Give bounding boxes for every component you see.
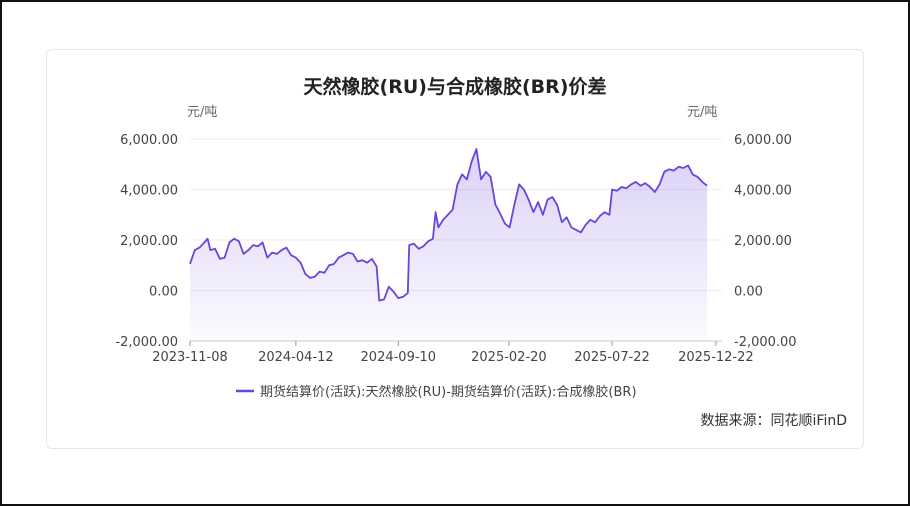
x-tick-label: 2023-11-08 bbox=[152, 350, 228, 365]
y-tick-label-right: 2,000.00 bbox=[734, 234, 792, 249]
chart-plot: 元/吨 元/吨 -2,000.00 0.00 2,000.00 4,000.00 6,0… bbox=[115, 105, 797, 400]
y-tick-label-left: 2,000.00 bbox=[120, 234, 178, 249]
x-tick-label: 2025-07-22 bbox=[574, 350, 650, 365]
y-tick-label-left: 6,000.00 bbox=[120, 133, 178, 148]
y-tick-label-left: 4,000.00 bbox=[120, 184, 178, 199]
x-tick-label: 2025-12-22 bbox=[678, 350, 754, 365]
x-tick-label: 2024-04-12 bbox=[258, 350, 334, 365]
chart-title: 天然橡胶(RU)与合成橡胶(BR)价差 bbox=[303, 76, 607, 98]
y-unit-right: 元/吨 bbox=[687, 105, 717, 120]
source-label: 数据来源：同花顺iFinD bbox=[700, 413, 847, 429]
y-tick-label-right: 0.00 bbox=[734, 285, 763, 300]
y-tick-label-right: 4,000.00 bbox=[734, 184, 792, 199]
legend-label: 期货结算价(活跃):天然橡胶(RU)-期货结算价(活跃):合成橡胶(BR) bbox=[260, 384, 637, 400]
x-tick-label: 2025-02-20 bbox=[471, 350, 547, 365]
chart-card: 天然橡胶(RU)与合成橡胶(BR)价差 元/吨 元/吨 -2,000.00 0.0… bbox=[46, 49, 864, 449]
x-axis: 2023-11-08 2024-04-12 2024-09-10 2025-02-20… bbox=[152, 341, 754, 365]
legend[interactable]: 期货结算价(活跃):天然橡胶(RU)-期货结算价(活跃):合成橡胶(BR) bbox=[236, 384, 637, 400]
y-axis-left: -2,000.00 0.00 2,000.00 4,000.00 6,000.00 bbox=[115, 133, 178, 350]
y-tick-label-right: 6,000.00 bbox=[734, 133, 792, 148]
x-tick-label: 2024-09-10 bbox=[361, 350, 437, 365]
y-axis-right: -2,000.00 0.00 2,000.00 4,000.00 6,000.00 bbox=[734, 133, 797, 350]
y-unit-left: 元/吨 bbox=[187, 105, 217, 120]
series-area-fill bbox=[190, 149, 708, 341]
series-line bbox=[189, 148, 708, 302]
y-tick-label-left: -2,000.00 bbox=[115, 335, 178, 350]
y-tick-label-left: 0.00 bbox=[149, 285, 178, 300]
y-tick-label-right: -2,000.00 bbox=[734, 335, 797, 350]
